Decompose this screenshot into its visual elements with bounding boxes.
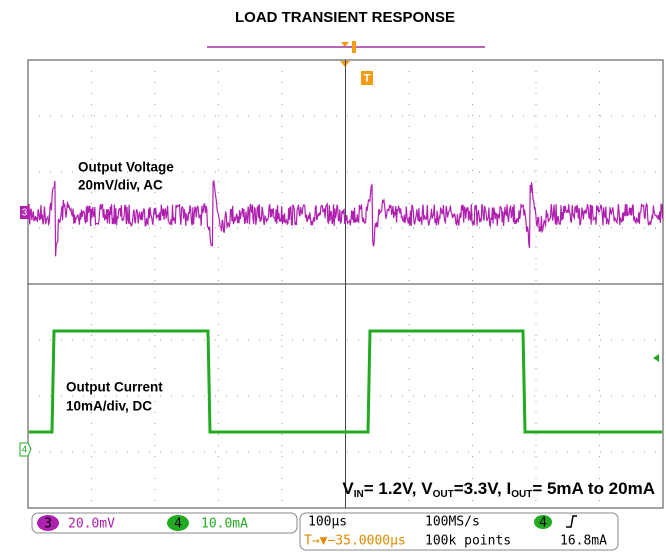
cond-part: = 5mA to 20mA [532,479,655,498]
annotation: 10mA/div, DC [66,399,152,414]
edge-icon [566,515,577,528]
cond-sub: OUT [511,489,532,500]
trigger-pos-text: T→▼−35.0000µs [304,534,406,549]
ch3-badge [37,515,59,531]
cond-part: V [342,479,354,498]
trigger-level: 16.8mA [560,534,607,549]
ch3-scale: 20.0mV [68,517,115,532]
annotation: Output Current [66,380,163,395]
voltage-trace [28,179,664,257]
points: 100k points [425,534,511,549]
conditions: VIN= 1.2V, VOUT=3.3V, IOUT= 5mA to 20mA [342,479,655,499]
ch4-num: 4 [174,517,182,532]
timebase: 100µs [308,515,347,530]
ch4-scale: 10.0mA [201,517,248,532]
annotation: Output Voltage [78,160,174,175]
cond-part: = 1.2V, V [364,479,434,498]
ch3-marker-label: 3 [22,208,28,219]
ch3-marker [20,206,29,219]
trigger-badge [361,71,373,85]
trigger-pointer [341,42,349,47]
trig-ch-badge [534,515,552,529]
trigger-label: T [364,72,371,84]
ch4-marker [19,442,32,457]
ch4-marker-label: 4 [22,445,28,456]
trigger-pos [352,41,356,53]
cond-sub: IN [354,489,364,500]
trigger-level-marker [653,354,659,362]
ch3-num: 3 [44,517,52,532]
current-trace [29,329,662,434]
channel-box [31,512,298,534]
ch4-badge [167,515,189,531]
trig-ch: 4 [539,516,547,531]
title: LOAD TRANSIENT RESPONSE [235,9,455,26]
sample-rate: 100MS/s [425,515,480,530]
cond-sub: OUT [433,489,454,500]
cond-part: =3.3V, I [454,479,512,498]
annotation: 20mV/div, AC [78,178,163,193]
